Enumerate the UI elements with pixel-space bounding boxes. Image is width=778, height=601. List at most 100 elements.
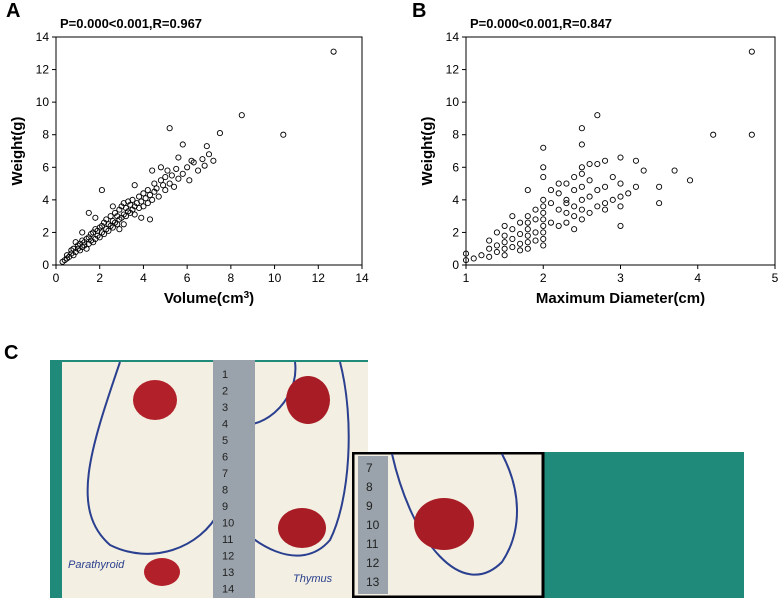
data-point [205,151,213,158]
paper-label-thymus: Thymus [293,573,333,585]
data-point [83,245,90,252]
x-tick-label: 0 [53,271,60,285]
data-point [157,164,164,171]
data-point [107,213,114,220]
data-point [164,167,171,174]
x-tick-label: 2 [540,271,547,285]
data-point [98,187,105,194]
plot-frame [465,36,776,266]
inset-ruler-number: 10 [366,518,380,532]
ruler-number: 13 [222,567,234,579]
data-point [540,216,547,223]
data-point [547,200,555,207]
ruler-number: 3 [222,402,228,414]
data-point [280,131,287,138]
data-point [509,235,516,242]
data-point [594,112,601,119]
inset-ruler [358,456,388,594]
data-point [168,172,175,179]
data-point [555,206,562,213]
y-tick-label: 2 [452,225,459,239]
data-point [238,112,245,119]
x-tick-label: 3 [617,271,624,285]
data-point [136,193,143,200]
data-point [131,182,138,189]
data-point [140,203,147,210]
data-point [140,190,147,197]
data-point [617,154,624,161]
x-axis-label: Maximum Diameter(cm) [536,290,705,307]
data-point [532,237,539,244]
data-point [524,187,531,194]
data-point [478,252,485,259]
data-point [563,196,570,203]
x-tick-label: 4 [140,271,147,285]
data-point [509,226,516,233]
ruler [213,360,255,598]
data-point [686,177,694,184]
data-point [625,190,632,197]
data-point [632,157,639,164]
data-point [144,187,151,194]
data-point [201,162,208,169]
data-point [540,242,547,249]
inset-ruler-numbers: 7 8 9 10 11 12 13 [366,461,380,589]
data-point [748,131,755,138]
inset-ruler-number: 7 [366,461,373,475]
data-point [486,237,493,244]
y-tick-label: 6 [42,160,49,174]
ink-outline-left [86,361,221,555]
data-point [532,216,539,223]
data-point [149,167,156,174]
panel-label-a: A [6,0,21,22]
data-point [578,125,585,132]
data-point [162,174,169,181]
data-point [149,196,156,203]
data-point [179,170,186,177]
data-point [532,229,539,236]
correlation-annotation: P=0.000<0.001,R=0.847 [470,16,612,31]
data-point [532,206,539,213]
data-point [571,213,578,220]
data-point [517,247,524,254]
data-point [188,157,195,164]
x-tick-label: 1 [463,271,470,285]
data-point [493,248,500,256]
data-point [170,183,178,190]
data-point [578,216,585,223]
ruler-number: 7 [222,468,228,480]
y-tick-label: 0 [452,258,459,272]
data-point [555,190,562,197]
data-point [586,160,593,168]
data-point [157,177,164,184]
data-point [195,167,202,174]
data-point [609,174,616,181]
data-point [594,203,601,210]
data-point [540,196,547,203]
data-point [96,234,103,241]
data-point [571,203,578,210]
data-point [540,222,547,229]
ruler-number: 11 [222,534,233,546]
data-point [85,209,92,216]
data-point [509,213,516,220]
data-point [203,143,210,150]
data-point [540,174,547,181]
data-point [540,229,547,236]
data-point [540,235,547,242]
correlation-annotation: P=0.000<0.001,R=0.967 [60,16,202,31]
data-point [509,244,516,251]
data-point [146,191,154,199]
ruler-number: 6 [222,452,228,464]
data-point [524,239,531,246]
data-point [563,200,570,207]
data-point [563,219,570,226]
ruler-number: 8 [222,485,228,497]
x-tick-label: 6 [184,271,191,285]
ruler-number: 5 [222,435,228,447]
y-tick-label: 6 [452,160,459,174]
data-point [524,226,531,233]
data-point [517,219,524,226]
panel-label-c: C [4,342,19,364]
